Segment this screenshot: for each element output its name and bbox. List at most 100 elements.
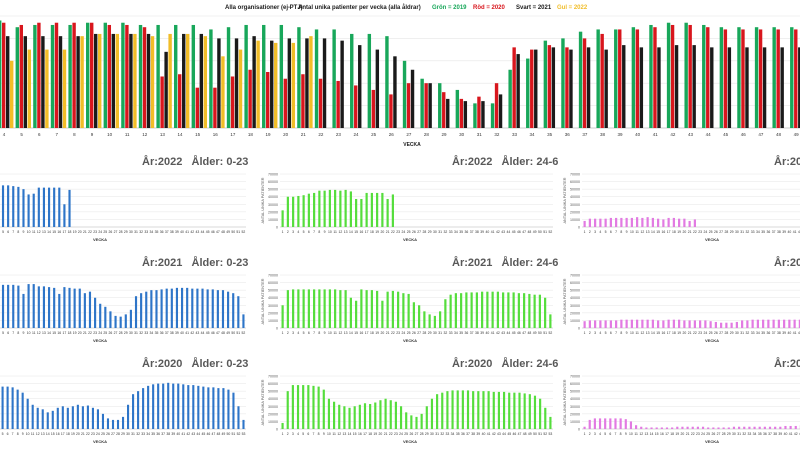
x-tick-label: 49	[226, 331, 230, 335]
x-tick-label: 19	[677, 230, 681, 234]
tick-label: 5	[20, 132, 23, 137]
x-tick-label: 7	[615, 230, 617, 234]
y-tick-label: 30000	[268, 304, 278, 308]
bar	[180, 287, 184, 328]
x-tick-label: 29	[124, 230, 128, 234]
bar	[754, 27, 759, 129]
bar	[748, 426, 751, 429]
bar	[221, 290, 225, 328]
tick-label: 16	[213, 132, 219, 137]
bar	[651, 319, 654, 328]
bar	[374, 402, 377, 429]
y-tick-label: 60000	[570, 382, 580, 386]
x-tick-label: 45	[512, 230, 516, 234]
bar	[286, 290, 289, 328]
x-tick-label: 43	[501, 230, 505, 234]
tick-label: 48	[776, 132, 782, 137]
tick-label: 15	[195, 132, 201, 137]
bar	[512, 292, 515, 328]
bar	[174, 24, 178, 128]
bar	[385, 36, 389, 128]
bar	[738, 426, 741, 429]
x-tick-label: 12	[639, 432, 643, 436]
x-tick-label: 47	[522, 331, 526, 335]
x-tick-label: 33	[449, 230, 453, 234]
bar	[343, 406, 346, 429]
y-tick-label: 30000	[570, 304, 580, 308]
x-tick-label: 8	[318, 432, 320, 436]
x-tick-label: 7	[313, 230, 315, 234]
tick-label: 37	[582, 132, 588, 137]
bar	[104, 306, 107, 328]
x-tick-label: 33	[751, 331, 755, 335]
x-tick-label: 22	[693, 331, 697, 335]
x-tick-label: 33	[144, 331, 148, 335]
x-tick-label: 35	[758, 432, 762, 436]
bar	[735, 321, 738, 328]
panel-title: År:2021 Ålder: 24-69år	[452, 257, 558, 269]
tick-label: 34	[530, 132, 536, 137]
bar	[530, 49, 534, 128]
bar	[53, 287, 56, 328]
bar	[600, 33, 604, 128]
bar	[350, 33, 354, 128]
x-tick-label: 34	[756, 230, 760, 234]
x-tick-label: 53	[242, 432, 246, 436]
bar	[156, 24, 160, 128]
x-tick-label: 18	[370, 230, 374, 234]
bar	[756, 319, 759, 328]
bar	[203, 36, 208, 128]
top-chart-gridlines	[0, 15, 800, 129]
bar	[518, 392, 521, 429]
bar	[140, 293, 143, 328]
x-tick-label: 22	[391, 331, 395, 335]
bar	[639, 47, 644, 128]
x-tick-label: 19	[73, 230, 77, 234]
bar	[147, 385, 150, 429]
bar	[302, 195, 305, 227]
x-tick-label: 51	[236, 230, 240, 234]
x-tick-label: 40	[180, 230, 184, 234]
bar	[790, 27, 794, 129]
x-tick-label: 6	[7, 230, 9, 234]
bar	[588, 218, 591, 227]
x-tick-label: 4	[599, 331, 601, 335]
tick-label: 24	[354, 132, 360, 137]
x-tick-label: 29	[730, 230, 734, 234]
bar	[7, 284, 10, 328]
bar	[789, 425, 792, 429]
bar	[743, 426, 746, 429]
x-tick-label: 18	[670, 432, 674, 436]
x-tick-label: 6	[307, 432, 309, 436]
x-tick-label: 38	[170, 331, 174, 335]
bar	[47, 187, 51, 227]
x-tick-label: 4	[297, 432, 299, 436]
bar	[779, 426, 782, 429]
bar	[619, 418, 622, 429]
bar	[96, 409, 99, 429]
top-chart-xlabel: VECKA	[403, 142, 421, 148]
bar	[672, 217, 675, 227]
bar	[26, 398, 29, 429]
bar	[262, 24, 266, 128]
bar	[291, 385, 294, 429]
tick-label: 45	[723, 132, 729, 137]
top-chart-subtitle: Antal unika patienter per vecka (alla ål…	[298, 4, 421, 11]
bar	[358, 45, 362, 129]
bar	[192, 385, 195, 429]
legend-2022: Gul = 2022	[557, 5, 588, 11]
bar	[491, 291, 494, 328]
bar	[162, 383, 165, 429]
bar	[313, 289, 316, 328]
x-tick-label: 30	[433, 230, 437, 234]
bar	[624, 419, 627, 429]
bar	[46, 412, 49, 429]
x-tick-label: 38	[475, 331, 479, 335]
y-tick-label: 10000	[268, 319, 278, 323]
bar	[138, 24, 143, 128]
bar	[217, 388, 220, 429]
x-tick-label: 12	[640, 230, 644, 234]
bar	[107, 24, 112, 128]
bar	[211, 289, 214, 328]
bar	[36, 407, 39, 429]
